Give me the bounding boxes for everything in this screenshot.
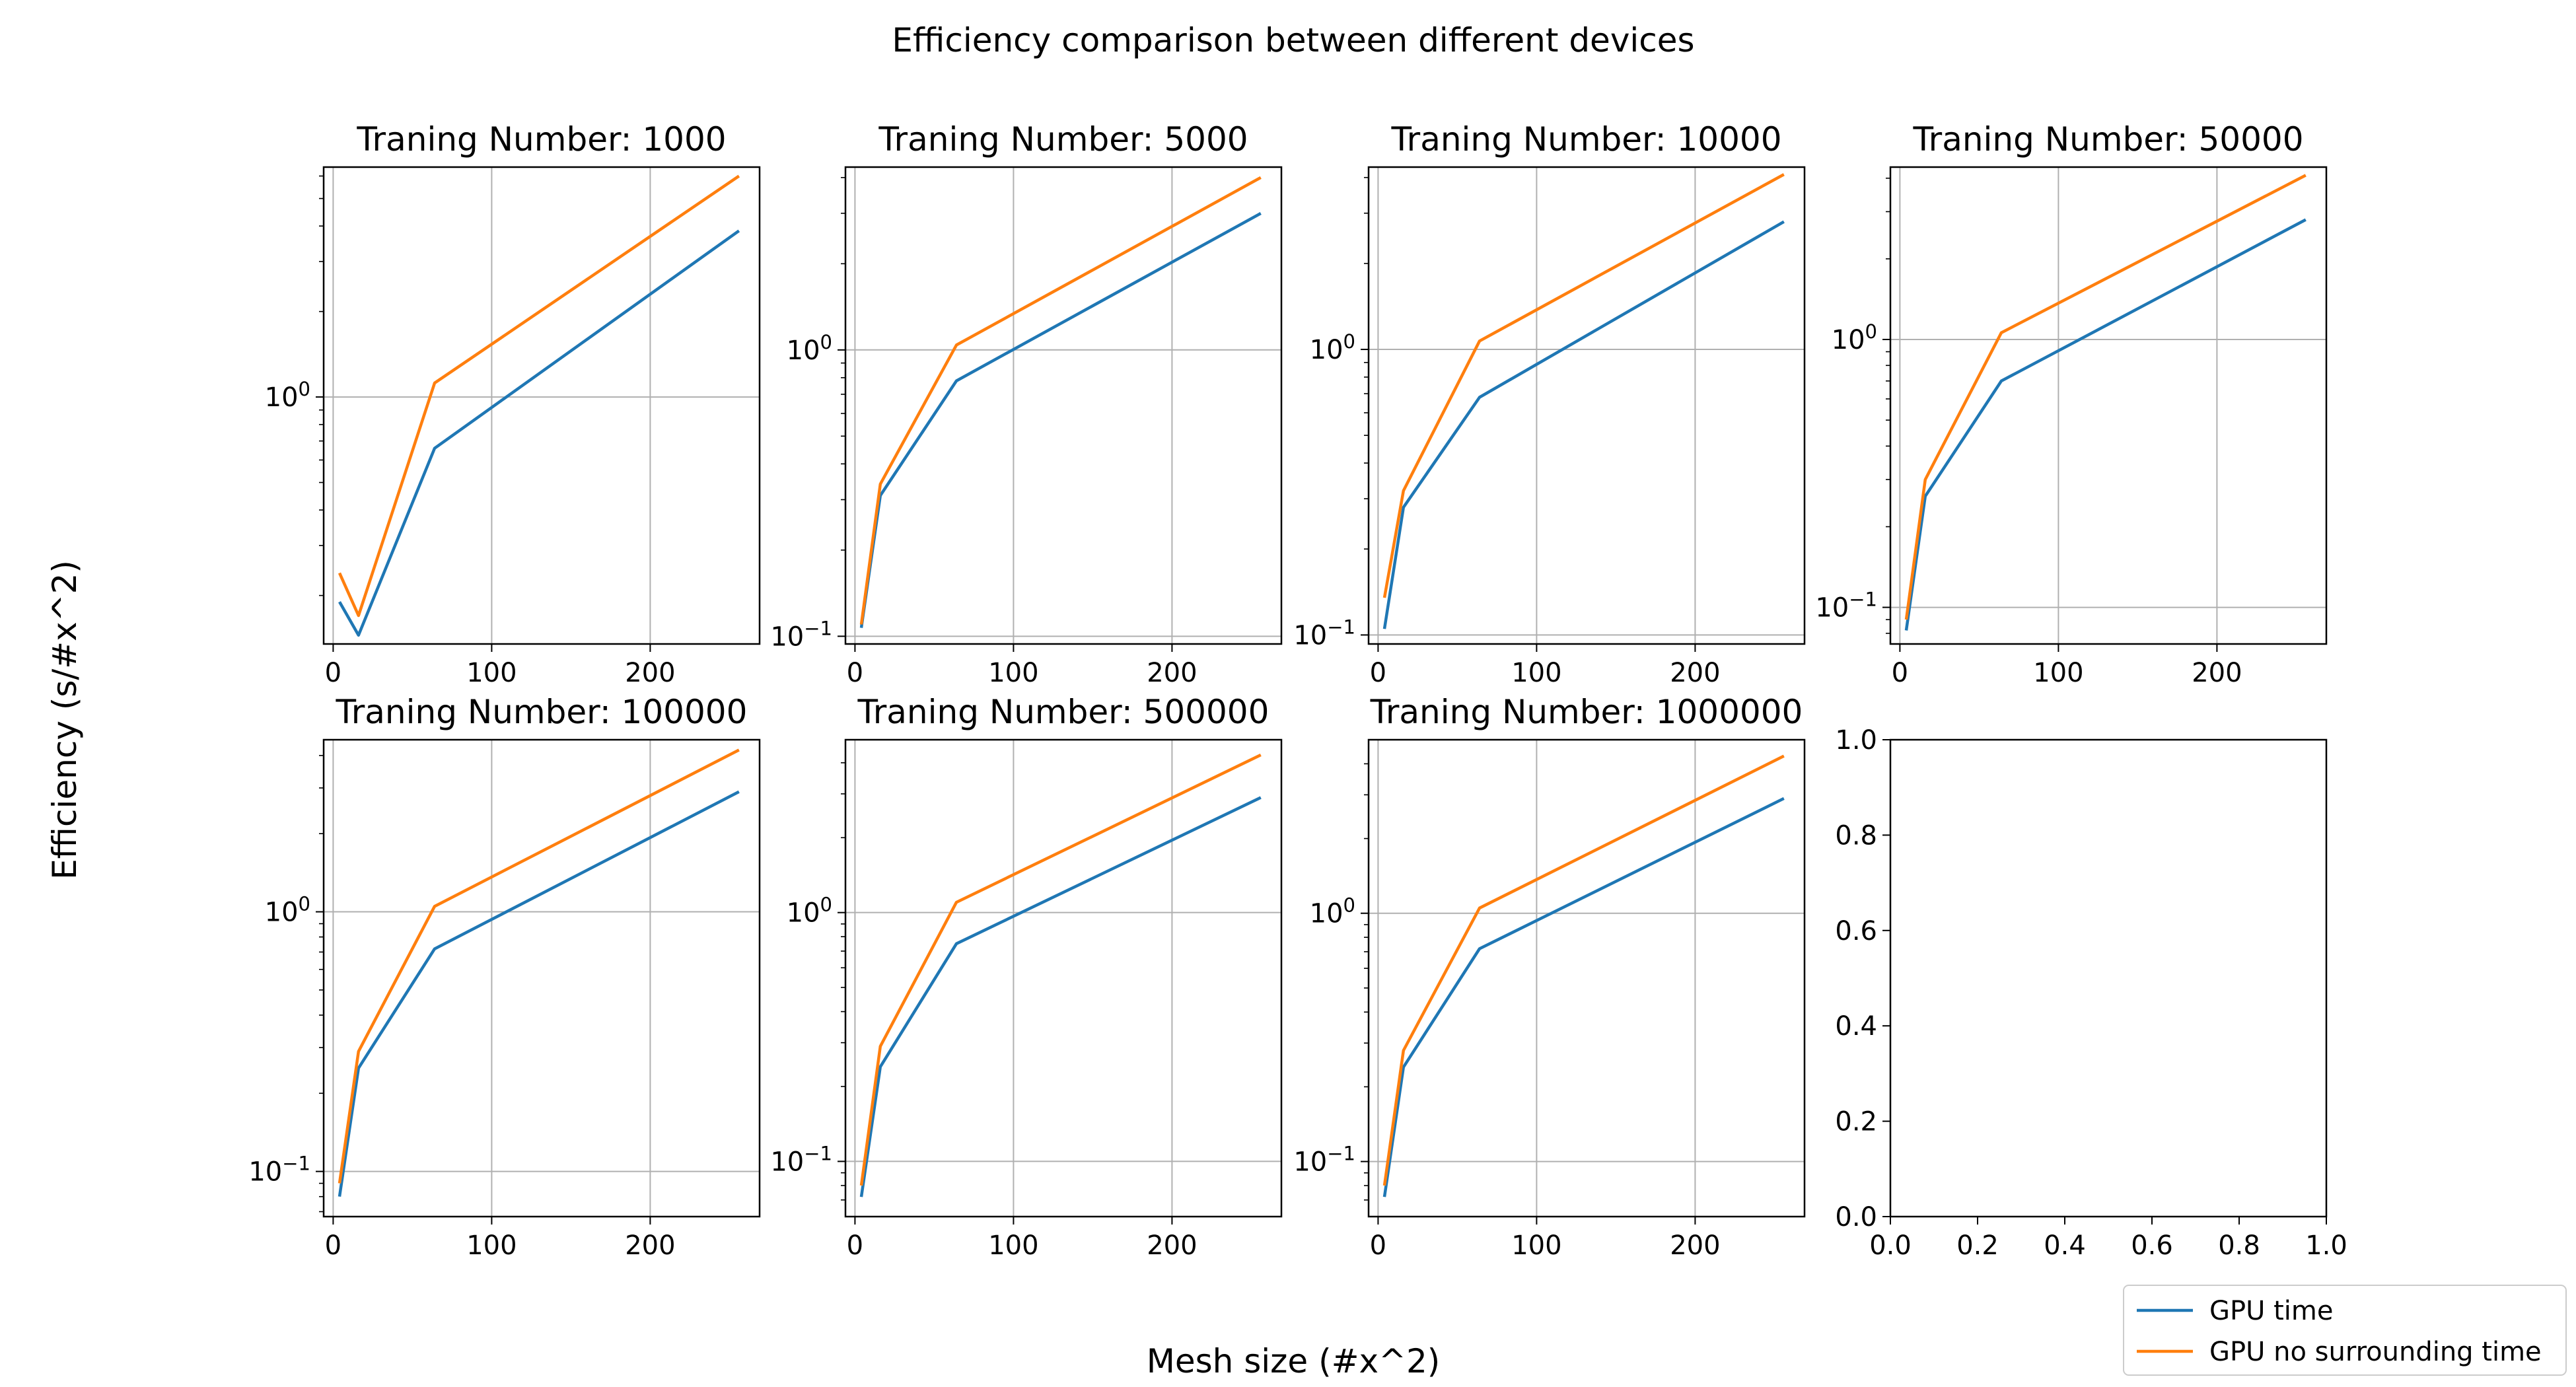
x-tick-label: 200 (1147, 658, 1197, 688)
y-tick-label: 100 (265, 378, 310, 413)
subplot-title: Traning Number: 5000 (878, 120, 1248, 159)
series-line-gpu-time (1904, 218, 2307, 631)
y-tick-label: 100 (1832, 320, 1877, 355)
series-line-gpu-no-surrounding-time (859, 176, 1262, 625)
y-tick-label: 100 (787, 894, 832, 929)
x-tick-label: 1.0 (2305, 1230, 2347, 1261)
y-tick-label: 0.6 (1835, 916, 1877, 946)
subplot-8: 0.0 0.2 0.4 0.6 0.8 1.0 0.0 0.2 0.4 0.6 0.8 1.0 (1835, 725, 2347, 1261)
axes-frame (1367, 738, 1806, 1218)
axes-frame (844, 738, 1283, 1218)
x-tick-label: 100 (2033, 658, 2083, 688)
y-tick-label: 10−1 (1293, 1143, 1355, 1178)
subplot-title: Traning Number: 10000 (1390, 120, 1781, 159)
y-tick-label: 10−1 (770, 617, 832, 652)
x-tick-label: 0.0 (1869, 1230, 1912, 1261)
subplot-7: Traning Number: 1000000 0 100 200 10−1 100 (1293, 693, 1806, 1261)
x-tick-label: 200 (1670, 658, 1720, 688)
subplot-2: Traning Number: 5000 0 100 200 10−1 100 (770, 120, 1283, 688)
legend-label: GPU time (2209, 1296, 2333, 1326)
x-tick-label: 100 (466, 658, 517, 688)
subplot-title: Traning Number: 1000000 (1370, 693, 1803, 731)
series-line-gpu-time (859, 796, 1262, 1197)
subplot-title: Traning Number: 100000 (336, 693, 748, 731)
y-tick-label: 0.8 (1835, 820, 1877, 851)
x-tick-label: 0 (325, 1230, 341, 1261)
x-tick-label: 200 (1147, 1230, 1197, 1261)
y-tick-label: 10−1 (770, 1142, 832, 1177)
subplot-1: Traning Number: 1000 0 100 200 100 (265, 120, 761, 688)
x-tick-label: 100 (988, 1230, 1038, 1261)
x-tick-label: 0 (847, 1230, 863, 1261)
series-line-gpu-no-surrounding-time (338, 174, 740, 618)
x-tick-label: 200 (2192, 658, 2242, 688)
axes-frame (322, 166, 761, 645)
subplot-4: Traning Number: 50000 0 100 200 10−1 100 (1815, 120, 2328, 688)
y-tick-label: 100 (265, 893, 310, 928)
axes-frame (844, 166, 1283, 645)
legend-label: GPU no surrounding time (2209, 1337, 2542, 1367)
legend: GPU time GPU no surrounding time (2123, 1285, 2567, 1376)
series-line-gpu-time (1382, 797, 1785, 1197)
x-tick-label: 0 (1892, 658, 1908, 688)
y-tick-label: 100 (1310, 894, 1355, 929)
subplot-title: Traning Number: 1000 (356, 120, 726, 159)
x-tick-label: 200 (1670, 1230, 1720, 1261)
series-line-gpu-no-surrounding-time (1382, 173, 1785, 598)
y-tick-label: 100 (787, 331, 832, 366)
figure-xlabel: Mesh size (#x^2) (1147, 1342, 1441, 1380)
x-tick-label: 0 (325, 658, 341, 688)
series-line-gpu-time (1382, 220, 1785, 629)
axes-frame (1367, 166, 1806, 645)
subplot-title: Traning Number: 50000 (1912, 120, 2303, 159)
x-tick-label: 100 (988, 658, 1038, 688)
x-tick-label: 100 (466, 1230, 517, 1261)
axes-frame (1889, 166, 2328, 645)
y-tick-label: 0.4 (1835, 1011, 1877, 1042)
x-tick-label: 0 (1370, 658, 1386, 688)
figure-title: Efficiency comparison between different … (892, 21, 1694, 59)
y-tick-label: 0.0 (1835, 1202, 1877, 1232)
series-line-gpu-time (338, 229, 740, 637)
y-tick-label: 10−1 (1293, 616, 1355, 651)
series-line-gpu-no-surrounding-time (338, 748, 740, 1184)
x-tick-label: 100 (1511, 1230, 1561, 1261)
series-line-gpu-time (859, 212, 1262, 628)
series-line-gpu-no-surrounding-time (859, 753, 1262, 1186)
series-line-gpu-no-surrounding-time (1382, 754, 1785, 1186)
x-tick-label: 0.2 (1956, 1230, 1999, 1261)
subplot-6: Traning Number: 500000 0 100 200 10−1 100 (770, 693, 1283, 1261)
subplot-5: Traning Number: 100000 0 100 200 10−1 100 (248, 693, 761, 1261)
subplot-title: Traning Number: 500000 (857, 693, 1270, 731)
series-line-gpu-no-surrounding-time (1904, 174, 2307, 620)
figure-ylabel: Efficiency (s/#x^2) (46, 560, 84, 880)
x-tick-label: 100 (1511, 658, 1561, 688)
y-tick-label: 10−1 (248, 1153, 310, 1188)
series-line-gpu-time (338, 790, 740, 1197)
x-tick-label: 0.8 (2218, 1230, 2260, 1261)
y-tick-label: 10−1 (1815, 588, 1877, 623)
axes-frame (322, 738, 761, 1218)
subplot-3: Traning Number: 10000 0 100 200 10−1 100 (1293, 120, 1806, 688)
y-tick-label: 100 (1310, 330, 1355, 365)
x-tick-label: 0.4 (2044, 1230, 2086, 1261)
x-tick-label: 200 (625, 1230, 675, 1261)
axes-frame (1889, 738, 2328, 1218)
legend-box (2123, 1285, 2567, 1376)
x-tick-label: 0 (847, 658, 863, 688)
x-tick-label: 200 (625, 658, 675, 688)
x-tick-label: 0.6 (2131, 1230, 2173, 1261)
x-tick-label: 0 (1370, 1230, 1386, 1261)
y-tick-label: 0.2 (1835, 1107, 1877, 1137)
y-tick-label: 1.0 (1835, 725, 1877, 756)
